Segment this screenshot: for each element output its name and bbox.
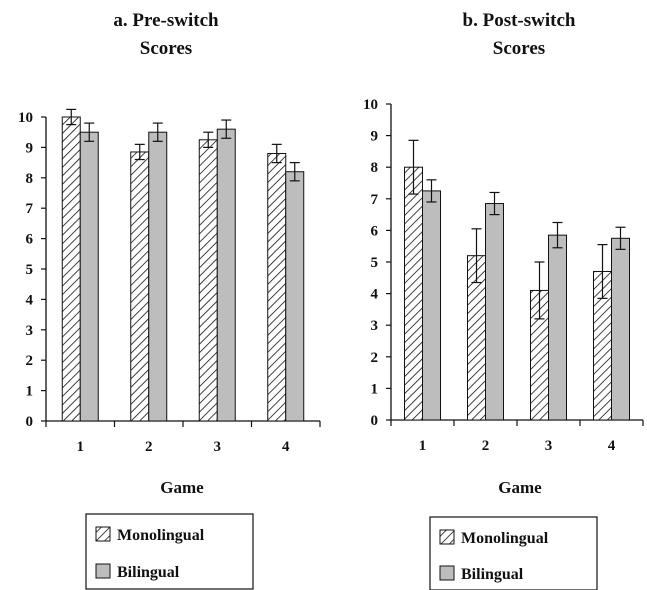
bar-monolingual [61,116,81,422]
x-axis-label: Game [498,478,542,497]
x-tick-label: 1 [77,439,85,455]
y-tick-label: 9 [26,140,34,156]
panel-pre-switch: a. Pre-switch Scores 0 1 2 3 4 5 6 7 8 9 10 1 2 3 4 Ga… [18,10,321,590]
panel-post-switch: b. Post-switch Scores 0 1 2 3 4 5 6 7 8 9 10 1 2 3 4 G… [363,10,644,590]
chart-plot-area: 0 1 2 3 4 5 6 7 8 9 10 1 2 3 4 [18,108,321,455]
bar-bilingual [611,237,630,421]
y-tick-label: 2 [371,350,379,366]
legend: Monolingual Bilingual [85,513,254,590]
y-tick-label: 10 [363,97,378,113]
y-tick-label: 1 [371,381,379,397]
bar-bilingual [285,171,305,422]
legend-swatch-monolingual [439,529,455,545]
y-tick-label: 10 [18,110,33,126]
y-tick-label: 1 [26,384,34,400]
bar-monolingual [130,151,150,422]
y-tick-label: 7 [371,192,379,208]
bar-bilingual [422,190,441,421]
x-tick-label: 4 [282,439,290,455]
y-tick-label: 4 [371,287,379,303]
bar-bilingual [148,131,168,422]
y-tick-label: 3 [26,323,34,339]
chart-title-line-2: Scores [140,38,192,59]
y-tick-label: 5 [371,255,379,271]
legend-label-bilingual: Bilingual [117,564,180,581]
chart-plot-area: 0 1 2 3 4 5 6 7 8 9 10 1 2 3 4 [363,97,644,454]
bar-bilingual [216,128,236,422]
bar-bilingual [548,234,567,421]
x-tick-label: 1 [419,438,427,454]
x-tick-label: 3 [214,439,222,455]
x-tick-label: 2 [482,438,490,454]
bar-monolingual [404,166,423,421]
legend-label-monolingual: Monolingual [117,527,205,544]
chart-title-line-2: Scores [493,38,545,59]
y-tick-label: 5 [26,262,34,278]
legend-swatch-monolingual [95,526,111,542]
legend-label-monolingual: Monolingual [461,530,549,547]
y-tick-label: 9 [371,129,379,145]
y-tick-label: 6 [371,223,379,239]
chart-title-line-1: a. Pre-switch [113,10,219,31]
y-tick-label: 8 [371,160,379,176]
legend-swatch-bilingual [439,565,455,581]
chart-title-line-1: b. Post-switch [463,10,576,31]
bar-bilingual [79,131,99,422]
bar-monolingual [267,152,287,422]
y-tick-label: 0 [371,413,379,429]
legend-box [429,516,598,590]
x-tick-label: 4 [608,438,616,454]
bar-monolingual [198,139,218,422]
y-tick-label: 3 [371,318,379,334]
y-tick-label: 6 [26,232,34,248]
legend: Monolingual Bilingual [429,516,598,590]
x-axis-label: Game [160,478,204,497]
x-tick-label: 2 [145,439,153,455]
y-tick-label: 7 [26,201,34,217]
y-tick-label: 0 [26,414,34,430]
y-tick-label: 4 [26,292,34,308]
x-tick-label: 3 [545,438,553,454]
legend-swatch-bilingual [95,563,111,579]
legend-box [85,513,254,590]
y-tick-label: 2 [26,353,34,369]
y-tick-label: 8 [26,171,34,187]
bar-bilingual [485,203,504,421]
legend-label-bilingual: Bilingual [461,566,524,583]
